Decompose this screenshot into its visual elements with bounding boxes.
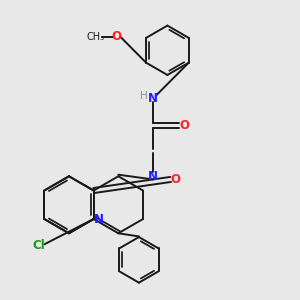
Text: N: N <box>148 92 158 105</box>
Text: Cl: Cl <box>32 239 45 252</box>
Text: CH₃: CH₃ <box>86 32 105 42</box>
Text: O: O <box>170 173 180 186</box>
Text: O: O <box>179 119 189 132</box>
Text: N: N <box>94 212 104 226</box>
Text: O: O <box>112 31 122 44</box>
Text: H: H <box>140 91 148 101</box>
Text: N: N <box>148 170 158 183</box>
